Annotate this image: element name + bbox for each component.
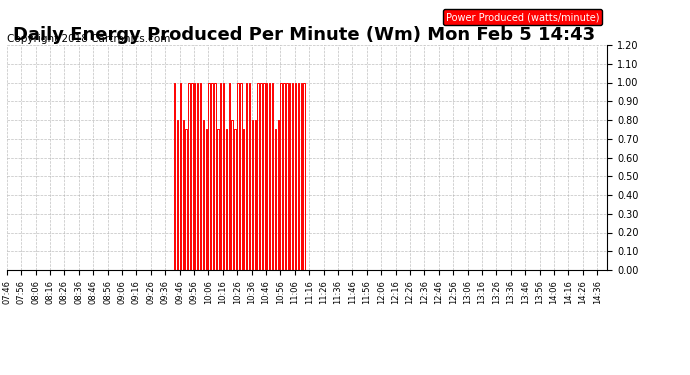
Legend: Power Produced (watts/minute): Power Produced (watts/minute) bbox=[443, 9, 602, 25]
Text: Daily Energy Produced Per Minute (Wm) Mon Feb 5 14:43: Daily Energy Produced Per Minute (Wm) Mo… bbox=[12, 26, 595, 44]
Text: Copyright 2018 Cartronics.com: Copyright 2018 Cartronics.com bbox=[7, 34, 170, 44]
